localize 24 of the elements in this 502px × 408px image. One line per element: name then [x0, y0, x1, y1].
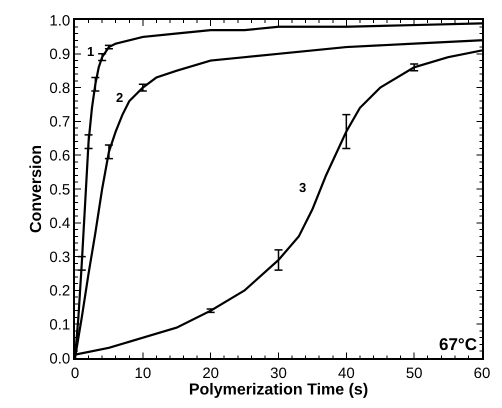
x-tick-label: 0: [70, 364, 80, 382]
series-label: 2: [116, 90, 124, 105]
y-tick-label: 0.4: [49, 215, 70, 232]
y-tick-label: 0.5: [49, 181, 70, 198]
y-tick-label: 0.6: [49, 147, 70, 164]
x-tick-label: 50: [406, 364, 423, 382]
y-tick-label: 0.7: [49, 114, 70, 131]
x-tick-label: 10: [134, 364, 152, 382]
y-tick-label: 0.3: [49, 248, 70, 266]
x-tick-label: 40: [338, 364, 355, 382]
y-axis-title: Conversion: [28, 144, 45, 234]
y-tick-label: 0.8: [49, 80, 70, 97]
y-tick-label: 0.9: [49, 46, 70, 64]
series-label: 1: [87, 44, 94, 59]
y-tick-label: 0.2: [49, 282, 70, 300]
y-tick-label: 1.0: [49, 12, 70, 30]
x-tick-label: 30: [270, 364, 287, 382]
x-tick-label: 20: [202, 364, 220, 382]
annotation: 67°C: [439, 335, 477, 354]
y-tick-label: 0.1: [49, 316, 70, 334]
x-axis-title: Polymerization Time (s): [188, 382, 368, 399]
x-tick-label: 60: [474, 364, 490, 382]
y-tick-label: 0.0: [49, 350, 70, 368]
series-label: 3: [299, 180, 306, 195]
